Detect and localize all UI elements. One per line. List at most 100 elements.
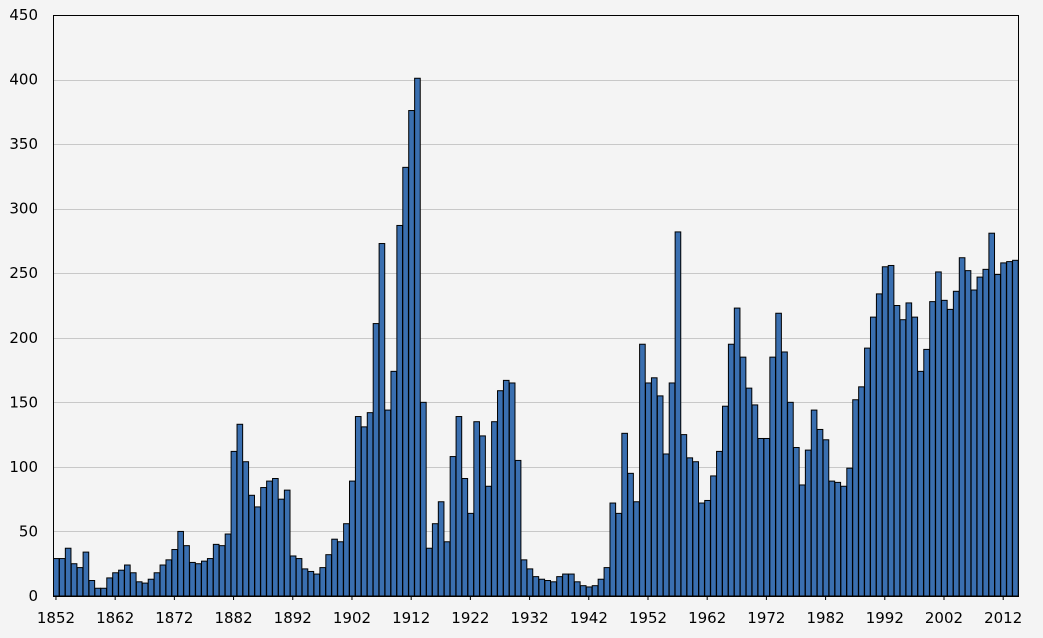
bar-1997 xyxy=(911,316,919,597)
plot-frame xyxy=(53,15,1019,597)
bar-1981 xyxy=(816,428,824,597)
bar-1974 xyxy=(775,312,782,597)
bar-1994 xyxy=(893,305,901,597)
bar-1982 xyxy=(822,439,830,597)
bar-1950 xyxy=(633,501,640,597)
bar-1926 xyxy=(491,421,498,597)
x-tick-label: 1962 xyxy=(688,609,726,627)
bar-1938 xyxy=(562,573,569,597)
bar-1878 xyxy=(206,558,214,597)
bar-1885 xyxy=(248,494,255,597)
bar-2008 xyxy=(976,276,984,597)
bar-1933 xyxy=(532,576,540,597)
bar-1920 xyxy=(455,416,463,597)
bar-1975 xyxy=(781,351,788,597)
bar-1876 xyxy=(195,563,202,597)
bar-1874 xyxy=(183,545,190,597)
bar-1955 xyxy=(662,453,670,597)
bar-1855 xyxy=(70,563,78,597)
bar-1967 xyxy=(733,307,741,597)
bar-2011 xyxy=(994,274,1001,597)
bar-1917 xyxy=(437,501,445,597)
bar-1884 xyxy=(242,461,250,597)
bar-2013 xyxy=(1006,261,1013,597)
bar-1980 xyxy=(810,409,818,597)
bar-1946 xyxy=(609,502,617,597)
y-tick-label: 200 xyxy=(9,329,38,347)
bar-1989 xyxy=(864,347,871,597)
bar-1969 xyxy=(745,387,753,597)
bar-1872 xyxy=(171,549,179,597)
bar-1934 xyxy=(538,578,546,597)
gridlines xyxy=(53,80,1018,532)
x-tick-label: 1992 xyxy=(866,609,904,627)
bar-1958 xyxy=(680,434,688,597)
y-tick-label: 250 xyxy=(9,264,38,282)
bar-1959 xyxy=(686,457,694,597)
bar-1919 xyxy=(449,456,457,597)
bar-1907 xyxy=(378,243,386,597)
x-tick-label: 1882 xyxy=(214,609,252,627)
bar-1866 xyxy=(135,581,143,597)
bar-1948 xyxy=(621,432,628,597)
bar-1892 xyxy=(289,555,297,597)
bar-1893 xyxy=(295,558,303,597)
bar-1983 xyxy=(828,480,836,597)
bar-1868 xyxy=(147,578,155,597)
bars xyxy=(53,77,1019,597)
bar-1940 xyxy=(573,581,581,597)
bar-1991 xyxy=(875,293,883,597)
bar-1954 xyxy=(656,395,664,597)
x-tick-label: 1922 xyxy=(451,609,489,627)
bar-1929 xyxy=(508,382,516,597)
bar-2010 xyxy=(988,232,996,597)
bar-2003 xyxy=(946,308,954,597)
y-tick-label: 350 xyxy=(9,135,38,153)
bar-1943 xyxy=(591,585,599,597)
bar-1911 xyxy=(402,166,409,597)
y-tick-label: 50 xyxy=(19,522,38,540)
bar-1870 xyxy=(159,564,167,597)
bar-1853 xyxy=(58,558,66,597)
bar-1932 xyxy=(526,568,534,597)
bar-1894 xyxy=(301,568,309,597)
x-tick-label: 2012 xyxy=(984,609,1022,627)
x-tick-label: 1932 xyxy=(510,609,548,627)
bar-1977 xyxy=(793,447,800,597)
bar-1916 xyxy=(431,523,439,597)
bar-1914 xyxy=(420,401,427,597)
bar-1881 xyxy=(224,533,232,597)
bar-1865 xyxy=(129,572,137,597)
bar-1858 xyxy=(88,580,96,597)
x-tick-label: 1902 xyxy=(333,609,371,627)
y-tick-label: 0 xyxy=(28,587,38,605)
bar-2009 xyxy=(982,268,990,597)
bar-1903 xyxy=(354,416,362,597)
bar-2000 xyxy=(929,301,936,597)
bar-1957 xyxy=(674,231,682,597)
bar-1965 xyxy=(721,405,729,597)
bar-1984 xyxy=(834,481,842,597)
bar-1987 xyxy=(852,399,859,597)
bar-1877 xyxy=(201,560,208,597)
bar-1901 xyxy=(343,523,350,597)
bar-1862 xyxy=(112,572,119,597)
bar-1993 xyxy=(887,264,895,597)
bar-1978 xyxy=(798,484,806,597)
bar-1915 xyxy=(425,547,433,597)
y-axis-ticks: 0 50 100 150 200 250 300 350 400 450 xyxy=(9,6,38,605)
bar-1925 xyxy=(485,485,492,597)
bar-1992 xyxy=(881,266,889,597)
bar-1970 xyxy=(751,404,759,597)
bar-1897 xyxy=(319,567,327,597)
x-tick-label: 1892 xyxy=(274,609,312,627)
bar-1873 xyxy=(177,530,184,597)
bar-2002 xyxy=(941,299,948,597)
bar-1968 xyxy=(739,356,747,597)
bar-1953 xyxy=(650,377,658,597)
bar-1883 xyxy=(236,423,244,597)
bar-1945 xyxy=(603,567,611,597)
bar-1998 xyxy=(917,370,924,597)
bar-1986 xyxy=(846,467,853,597)
